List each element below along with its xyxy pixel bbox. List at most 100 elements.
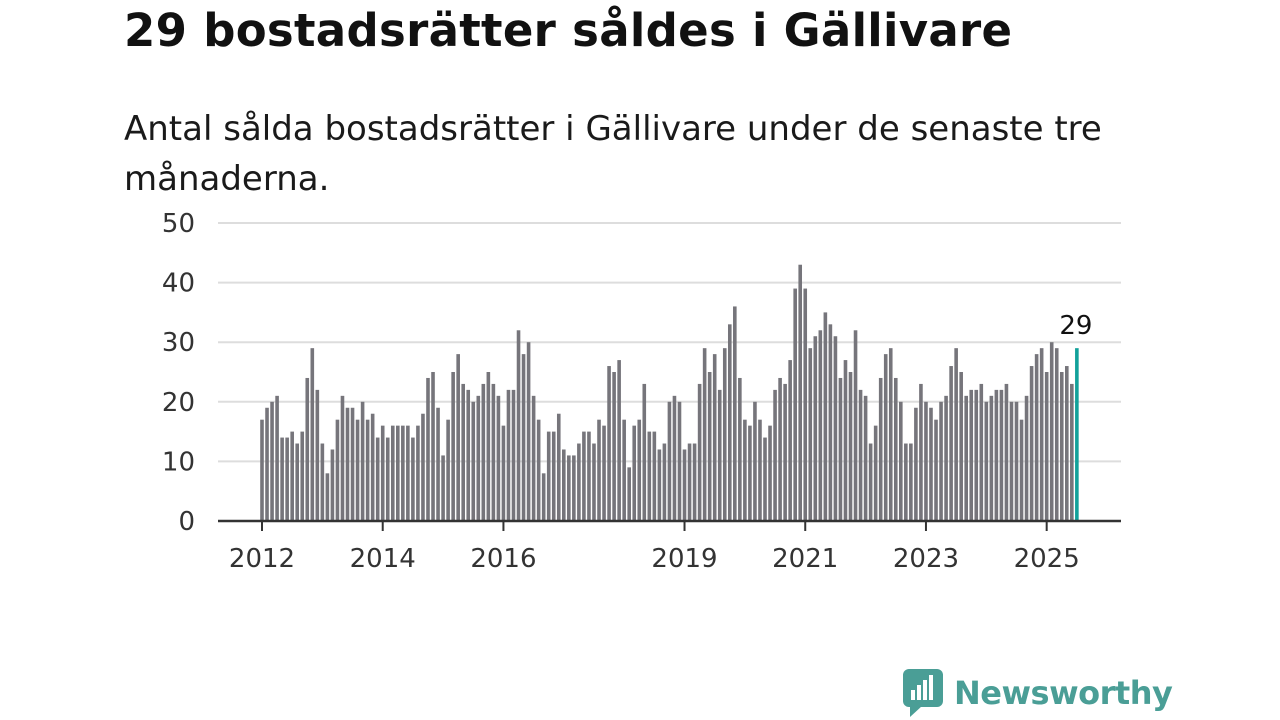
bar	[340, 395, 345, 521]
bar	[954, 348, 958, 521]
x-tick-label-2012: 2012	[229, 544, 295, 574]
bar	[441, 455, 445, 521]
axis-labels: 0 10 20 30 40 50 29 2012 2014 2016 2019 2021 2023 202…	[162, 209, 1093, 574]
bar	[627, 467, 631, 521]
bar	[300, 431, 305, 521]
bar	[853, 330, 858, 521]
bar	[637, 419, 642, 521]
bar	[1014, 401, 1019, 521]
bar	[275, 395, 279, 521]
bar	[858, 389, 863, 521]
bar	[979, 383, 984, 521]
bar	[682, 449, 687, 521]
bar	[471, 401, 476, 521]
y-tick-label-0: 0	[178, 507, 195, 537]
bar	[1039, 348, 1044, 521]
bar	[748, 425, 752, 521]
bar	[994, 389, 999, 521]
bar	[582, 431, 586, 521]
bar	[521, 354, 526, 521]
bar	[999, 389, 1004, 521]
bar	[793, 288, 797, 521]
bar	[944, 395, 948, 521]
bar	[270, 401, 274, 521]
x-tick-label-2014: 2014	[350, 544, 416, 574]
bar	[360, 401, 365, 521]
bar	[873, 425, 878, 521]
bar	[939, 401, 943, 521]
bar	[848, 372, 853, 521]
bar	[345, 407, 350, 521]
x-axis	[218, 519, 1121, 531]
bar	[310, 348, 315, 521]
bar	[501, 425, 506, 521]
newsworthy-logo-text: Newsworthy	[954, 674, 1173, 712]
bar	[451, 372, 455, 521]
bar	[546, 431, 551, 521]
bar	[330, 449, 335, 521]
bar	[959, 372, 963, 521]
bar	[974, 389, 979, 521]
bar	[486, 372, 491, 521]
bar	[662, 443, 667, 521]
bar	[572, 455, 576, 521]
bar	[798, 264, 803, 521]
bar	[989, 395, 994, 521]
bar	[642, 383, 647, 521]
bar	[788, 360, 792, 521]
y-tick-label-40: 40	[162, 269, 195, 299]
bar	[727, 324, 732, 521]
bar-highlight	[1075, 348, 1079, 521]
x-tick-label-2016: 2016	[470, 544, 536, 574]
bar	[426, 377, 430, 521]
bar	[899, 401, 903, 521]
bar	[496, 395, 501, 521]
newsworthy-logo: Newsworthy	[902, 668, 1173, 718]
bar	[878, 377, 883, 521]
bar	[592, 443, 596, 521]
bar	[385, 437, 390, 521]
bar	[904, 443, 908, 521]
bar	[541, 473, 546, 521]
highlight-value-label: 29	[1059, 311, 1092, 341]
bar	[888, 348, 893, 521]
bar	[516, 330, 521, 521]
bar	[1004, 383, 1009, 521]
bar	[295, 443, 300, 521]
bar	[909, 443, 913, 521]
bar	[1044, 372, 1049, 521]
bar	[567, 455, 571, 521]
bar	[416, 425, 420, 521]
bar	[436, 407, 440, 521]
bar	[365, 419, 370, 521]
bar	[1054, 348, 1059, 521]
bar	[652, 431, 657, 521]
bar	[924, 401, 928, 521]
bar	[1024, 395, 1029, 521]
bar	[531, 395, 536, 521]
bar	[355, 419, 360, 521]
bar	[401, 425, 405, 521]
x-tick-label-2021: 2021	[772, 544, 838, 574]
bar	[1065, 366, 1069, 521]
bar	[657, 449, 662, 521]
bar	[511, 389, 516, 521]
bar	[290, 431, 294, 521]
bar	[602, 425, 606, 521]
x-tick-label-2025: 2025	[1014, 544, 1080, 574]
y-tick-label-10: 10	[162, 447, 195, 477]
bar	[491, 383, 496, 521]
bar	[843, 360, 848, 521]
bar	[431, 372, 435, 521]
bar	[687, 443, 692, 521]
bar	[506, 389, 511, 521]
bar	[712, 354, 717, 521]
y-tick-label-20: 20	[162, 388, 195, 418]
bars	[260, 264, 1079, 521]
bar	[597, 419, 601, 521]
bar	[672, 395, 677, 521]
bar	[934, 419, 938, 521]
bar	[396, 425, 400, 521]
bar	[370, 413, 375, 521]
